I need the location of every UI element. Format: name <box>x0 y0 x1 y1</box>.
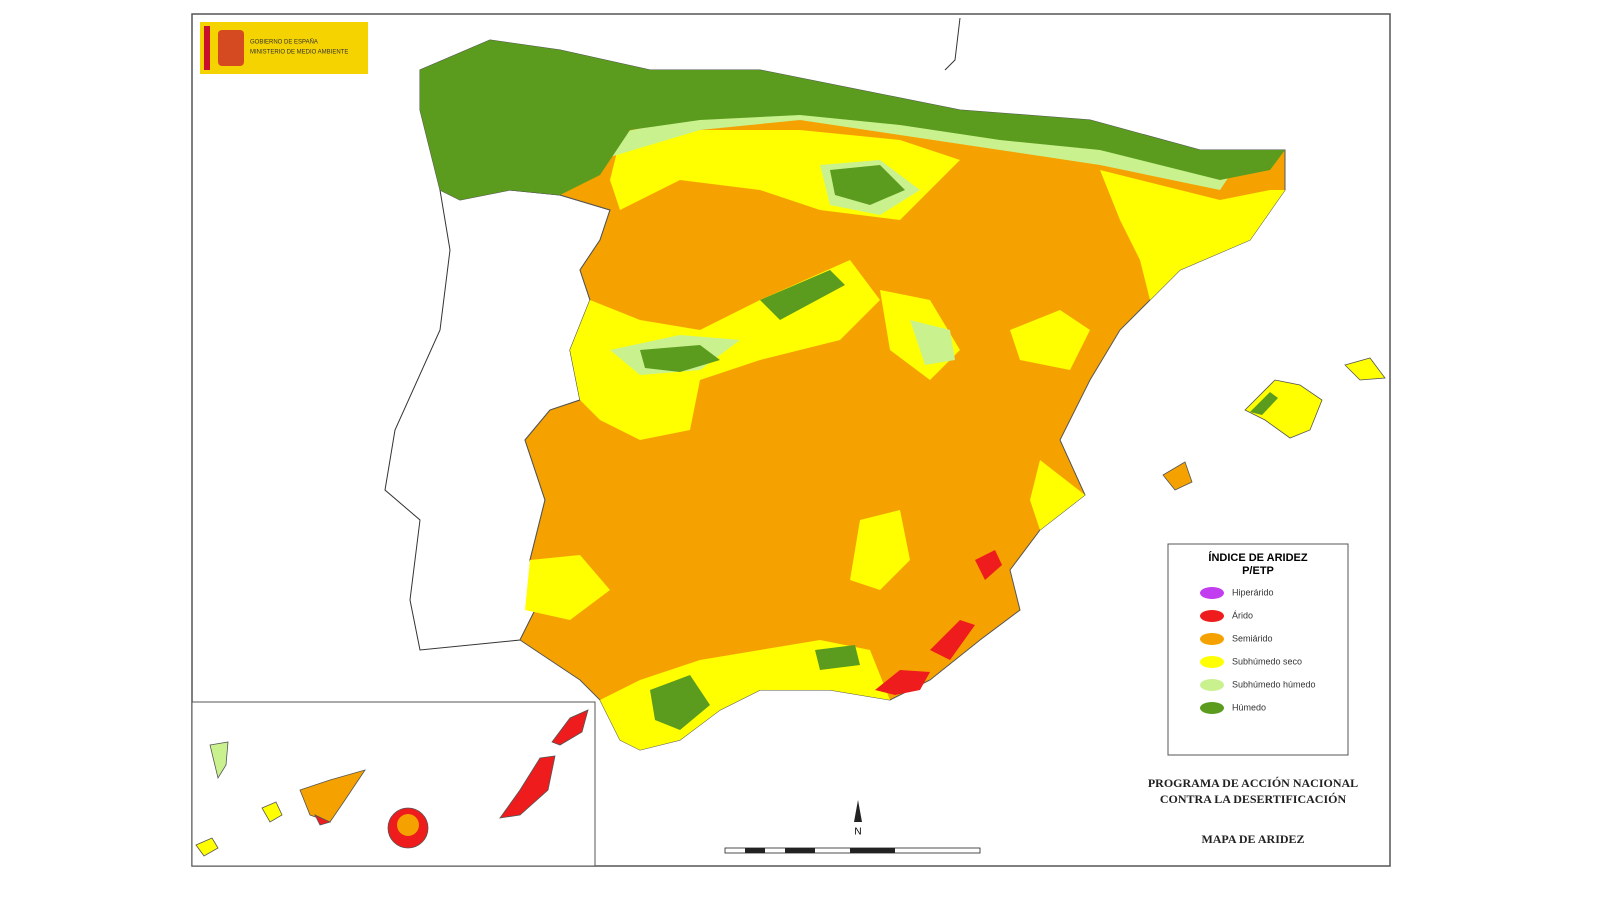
zone <box>1100 170 1285 300</box>
zone <box>1030 460 1085 530</box>
island <box>499 755 556 819</box>
zone <box>760 270 845 320</box>
map-title: MAPA DE ARIDEZ <box>1201 832 1304 846</box>
scale-segment <box>850 848 895 853</box>
scale-bar <box>724 847 981 854</box>
zone <box>1010 310 1090 370</box>
legend-swatch <box>1200 633 1224 645</box>
zone <box>830 165 905 205</box>
legend-subtitle: P/ETP <box>1242 565 1274 577</box>
island <box>1162 461 1193 491</box>
legend-swatch <box>1200 679 1224 691</box>
island <box>261 801 283 823</box>
legend-label: Subhúmedo húmedo <box>1232 679 1316 689</box>
zone <box>930 620 975 660</box>
legend-label: Árido <box>1232 610 1253 620</box>
island-zone <box>314 814 332 826</box>
logo-stripe <box>204 26 210 70</box>
island <box>209 741 229 780</box>
north-arrow: N <box>854 800 862 838</box>
scale-segment <box>785 848 815 853</box>
north-label: N <box>854 827 861 838</box>
legend-label: Húmedo <box>1232 702 1266 712</box>
zone <box>525 555 610 620</box>
island <box>195 837 219 857</box>
legend-swatch <box>1200 656 1224 668</box>
logo-shield <box>218 30 244 66</box>
legend-label: Subhúmedo seco <box>1232 656 1302 666</box>
legend-swatch <box>1200 702 1224 714</box>
zone <box>875 670 930 695</box>
logo-line1: GOBIERNO DE ESPAÑA <box>250 39 318 46</box>
canary-islands <box>195 709 589 857</box>
zone <box>975 550 1002 580</box>
legend-swatch <box>1200 610 1224 622</box>
legend-label: Hiperárido <box>1232 587 1274 597</box>
island <box>551 709 589 746</box>
arrow <box>854 800 862 822</box>
island <box>1344 357 1386 381</box>
island <box>299 769 366 823</box>
humid-zones <box>420 40 1285 730</box>
zone <box>650 675 710 730</box>
balearic-islands <box>1162 357 1386 491</box>
zone <box>910 320 955 365</box>
zone <box>815 645 860 670</box>
zone <box>420 40 1285 200</box>
island <box>1244 379 1323 439</box>
zone <box>850 510 910 590</box>
zone <box>640 345 720 372</box>
island-zone <box>397 814 419 836</box>
arid-zones <box>875 550 1002 695</box>
legend: ÍNDICE DE ARIDEZ P/ETP Hiperárido Árido Se… <box>1167 543 1349 756</box>
program-line1: PROGRAMA DE ACCIÓN NACIONAL <box>1148 776 1358 790</box>
program-line2: CONTRA LA DESERTIFICACIÓN <box>1160 792 1347 806</box>
legend-label: Semiárido <box>1232 633 1273 643</box>
legend-swatch <box>1200 587 1224 599</box>
legend-box <box>1167 543 1349 756</box>
logo-line2: MINISTERIO DE MEDIO AMBIENTE <box>250 50 348 56</box>
logo: GOBIERNO DE ESPAÑA MINISTERIO DE MEDIO A… <box>200 22 368 74</box>
scale-segment <box>745 848 765 853</box>
island-zone <box>1250 392 1278 415</box>
legend-title: ÍNDICE DE ARIDEZ <box>1208 551 1307 564</box>
